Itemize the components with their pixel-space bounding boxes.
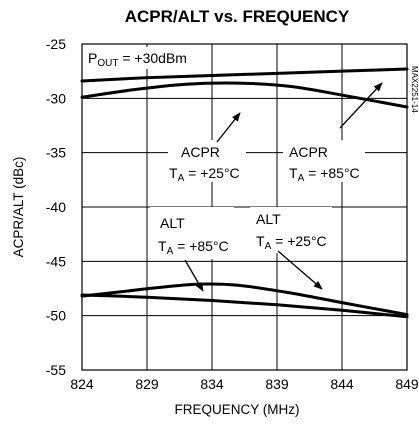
y-tick-label: -45 [46, 253, 66, 269]
grid-lines [82, 44, 407, 370]
y-tick-label: -30 [46, 90, 66, 106]
y-tick-label: -35 [46, 145, 66, 161]
series-label-alt-85-top: ALT [160, 215, 185, 231]
label-bg [150, 207, 234, 259]
label-bg [250, 207, 332, 253]
figure-code: MAX2251-14 [410, 66, 419, 113]
series-line-2 [80, 293, 409, 319]
y-tick-label: -50 [46, 308, 66, 324]
y-tick-label: -55 [46, 362, 66, 378]
series-line-0 [80, 81, 409, 109]
x-tick-label: 824 [70, 376, 94, 392]
condition-label: POUT = +30dBm [88, 50, 187, 69]
series-lines [80, 67, 409, 319]
x-tick-label: 829 [135, 376, 159, 392]
label-bg [168, 140, 246, 182]
series-label-alt-85-bottom: TA = +85°C [158, 238, 229, 257]
y-tick-label: -25 [46, 36, 66, 52]
arrow-acpr-25 [216, 112, 241, 143]
x-axis-label: FREQUENCY (MHz) [174, 402, 299, 417]
x-tick-label: 849 [395, 376, 419, 392]
series-label-acpr-25-top: ACPR [181, 144, 220, 160]
chart-title: ACPR/ALT vs. FREQUENCY [125, 7, 350, 26]
x-tick-label: 844 [330, 376, 354, 392]
series-label-alt-25-top: ALT [256, 211, 281, 227]
arrow-alt-25 [277, 250, 323, 290]
tick-labels: 824 829 834 839 844 849 -25 -30 -35 -40 -45 -50 -55 [46, 36, 419, 392]
x-tick-label: 834 [200, 376, 224, 392]
y-axis-label: ACPR/ALT (dBc) [11, 157, 26, 258]
arrow-alt-85 [184, 259, 204, 292]
x-tick-label: 839 [265, 376, 289, 392]
series-label-alt-25-bottom: TA = +25°C [256, 233, 327, 252]
series-label-acpr-85-bottom: TA = +85°C [289, 165, 360, 184]
series-label-acpr-85-top: ACPR [289, 144, 328, 160]
series-label-acpr-25-bottom: TA = +25°C [169, 165, 240, 184]
series-line-3 [80, 282, 409, 317]
plot-frame [81, 43, 408, 371]
y-tick-label: -40 [46, 199, 66, 215]
arrow-acpr-85 [339, 82, 383, 129]
label-bg [283, 140, 365, 182]
condition-box [84, 47, 207, 69]
series-line-1 [80, 67, 409, 83]
